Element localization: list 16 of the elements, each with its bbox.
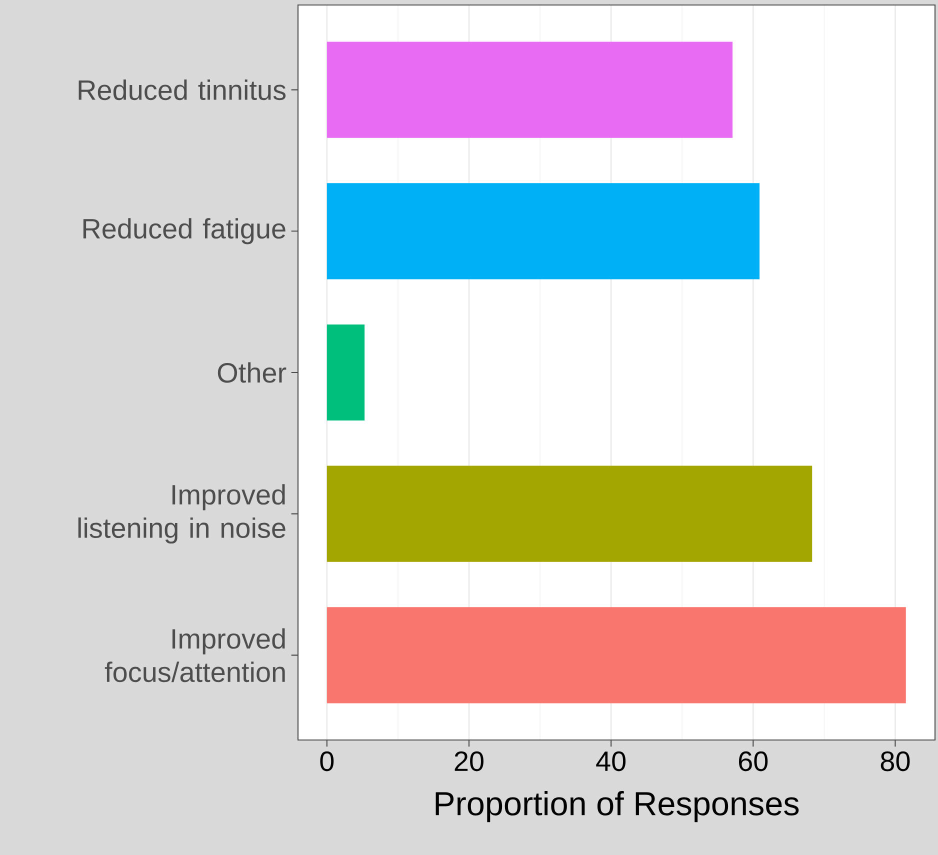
bar bbox=[326, 607, 906, 704]
x-tick-label: 40 bbox=[596, 751, 626, 772]
x-tick-label: 0 bbox=[320, 751, 334, 772]
bar bbox=[326, 183, 760, 280]
x-tick-label: 20 bbox=[454, 751, 484, 772]
y-tick-label: Other bbox=[218, 362, 286, 383]
x-tick-label: 60 bbox=[739, 751, 768, 772]
bar bbox=[326, 324, 365, 421]
y-tick-label: Reduced tinnitus bbox=[78, 80, 286, 100]
x-axis-title: Proportion of Responses bbox=[436, 791, 799, 822]
y-tick-label: Reduced fatigue bbox=[83, 218, 286, 244]
y-tick-label: Improved listening in noise bbox=[78, 484, 286, 544]
x-tick-label: 80 bbox=[880, 751, 910, 772]
y-tick-label: Improved focus/attention bbox=[104, 628, 285, 682]
bar bbox=[326, 466, 812, 562]
bar bbox=[326, 42, 733, 138]
